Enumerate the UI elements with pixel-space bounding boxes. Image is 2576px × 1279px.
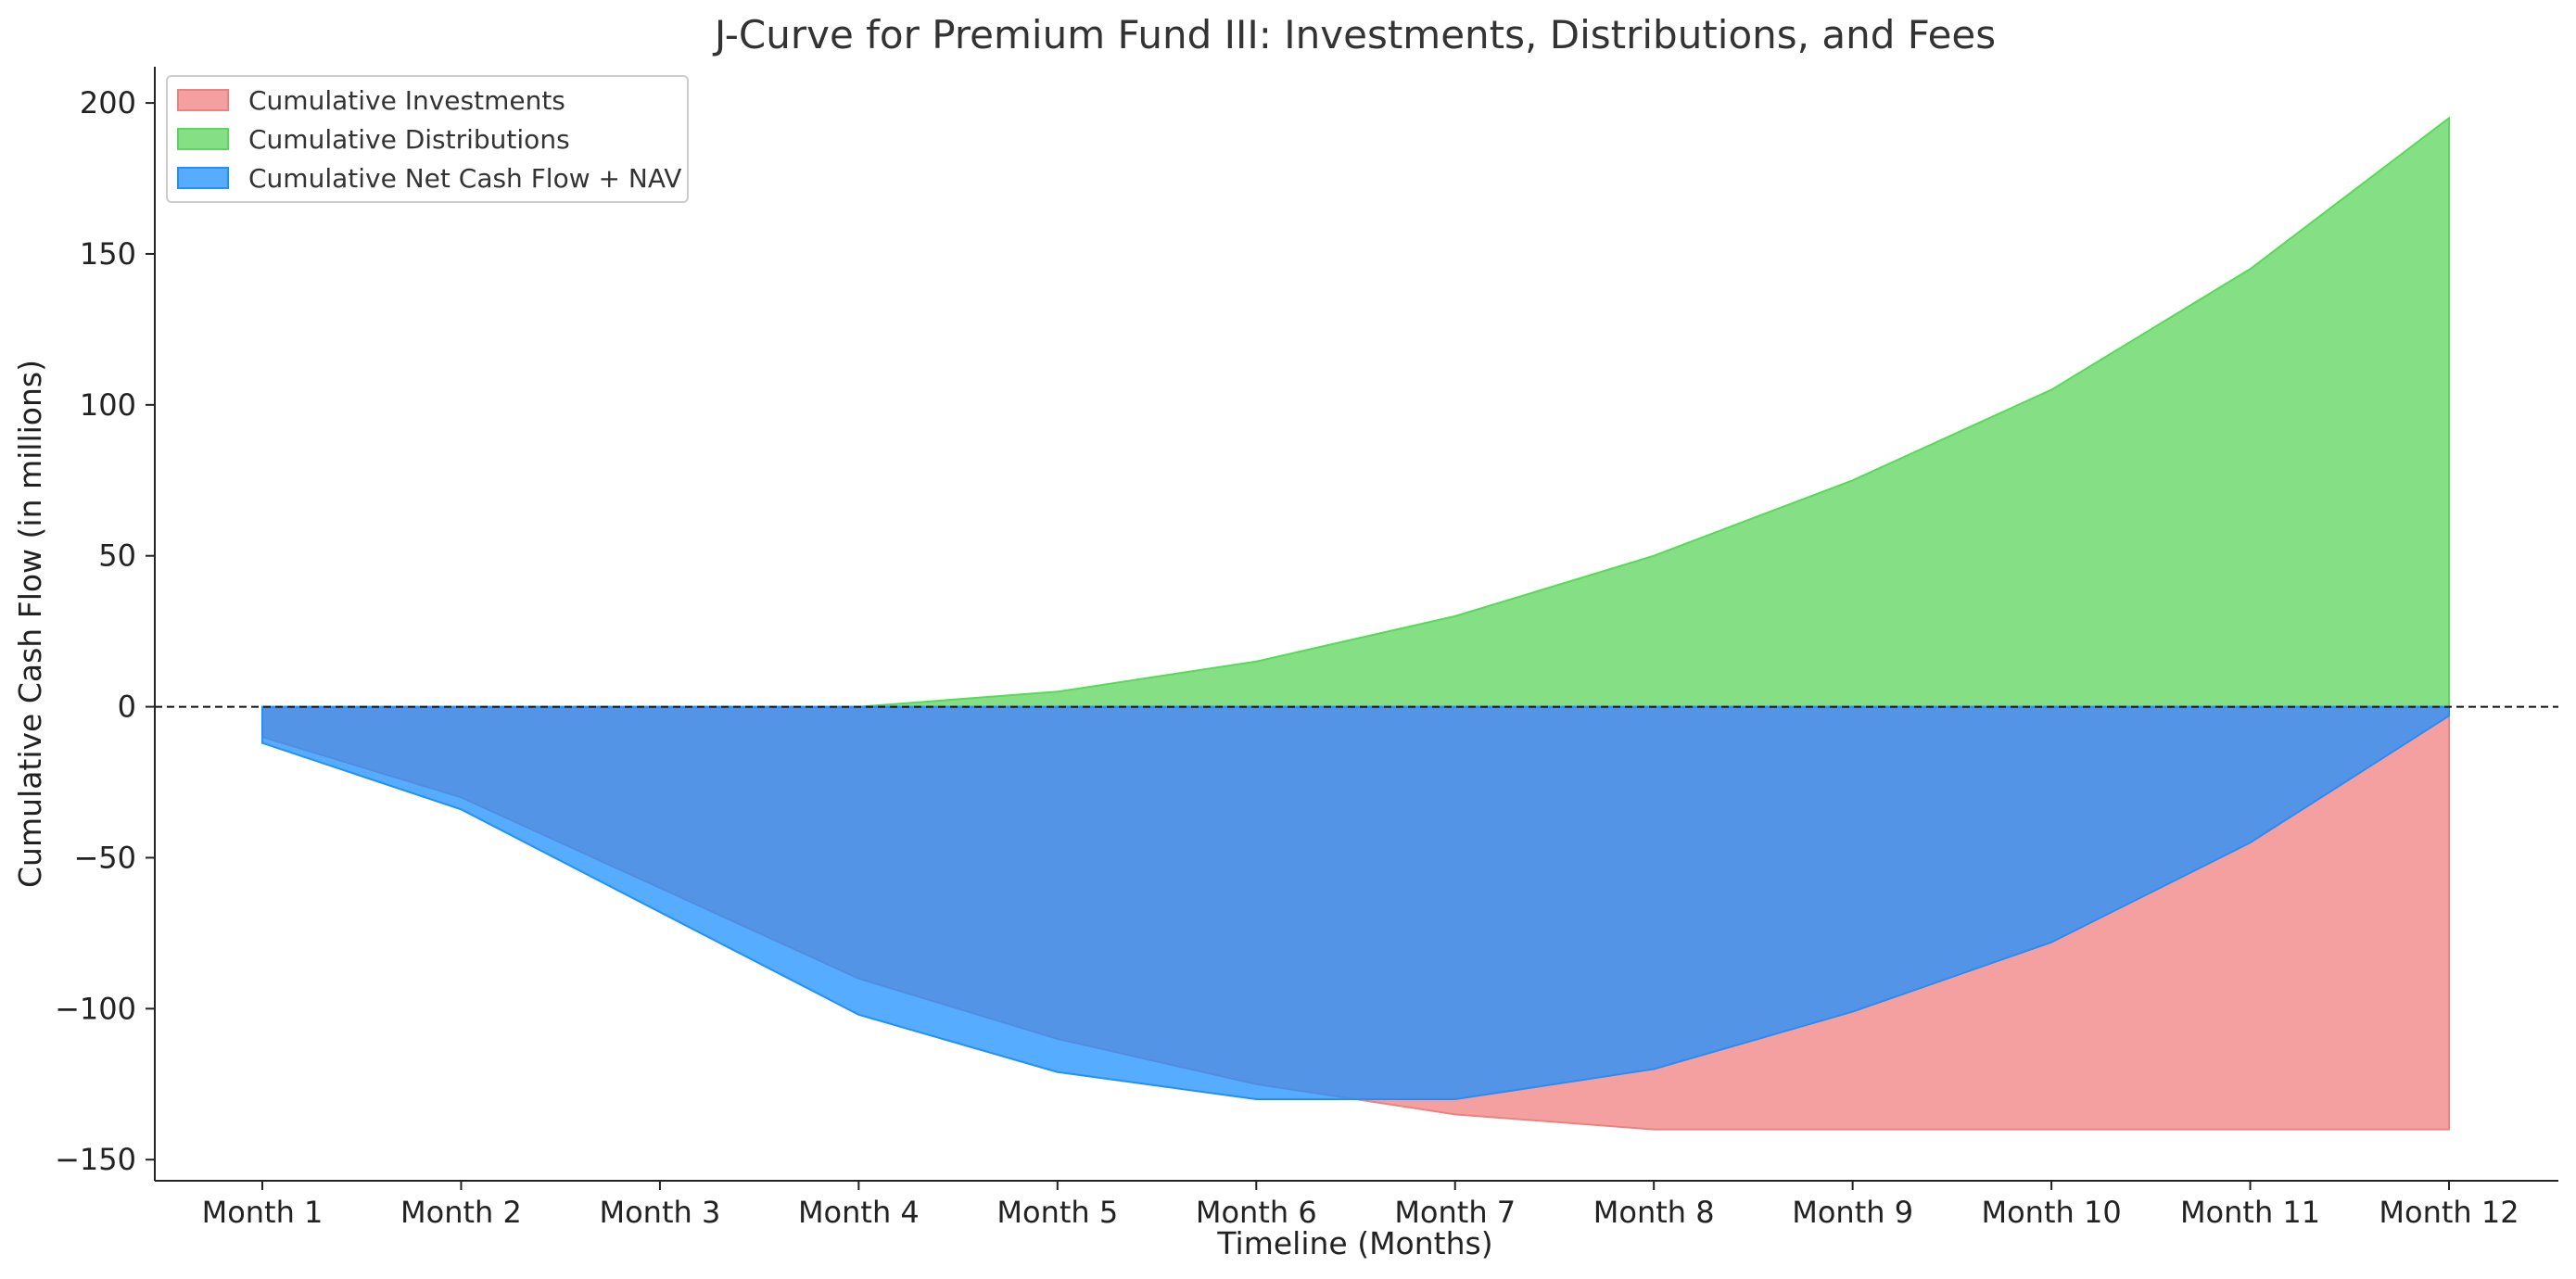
x-tick-label: Month 12	[2379, 1195, 2519, 1230]
y-tick-label: 200	[80, 85, 136, 120]
legend: Cumulative Investments Cumulative Distrib…	[166, 75, 689, 203]
y-tick-label: 100	[80, 387, 136, 423]
x-tick-label: Month 3	[599, 1195, 720, 1230]
y-axis-ticks: −150 −100 −50 0 50 100 150 200	[55, 85, 155, 1177]
legend-label: Cumulative Investments	[248, 85, 565, 116]
area-series-2	[262, 116, 2450, 708]
legend-frame	[166, 75, 689, 203]
chart-title: J-Curve for Premium Fund III: Investment…	[712, 12, 1996, 57]
legend-swatch	[177, 89, 229, 111]
x-axis-label: Timeline (Months)	[1216, 1225, 1492, 1261]
y-tick-label: 0	[118, 690, 136, 725]
x-tick-label: Month 8	[1593, 1195, 1715, 1230]
x-axis-ticks: Month 1 Month 2 Month 3 Month 4 Month 5 Month…	[202, 1181, 2519, 1230]
legend-label: Cumulative Net Cash Flow + NAV	[248, 163, 681, 194]
x-tick-label: Month 1	[202, 1195, 324, 1230]
x-tick-label: Month 2	[400, 1195, 522, 1230]
x-tick-label: Month 7	[1394, 1195, 1516, 1230]
x-tick-label: Month 11	[2180, 1195, 2320, 1230]
y-axis-label: Cumulative Cash Flow (in millions)	[12, 360, 48, 888]
legend-label: Cumulative Distributions	[248, 124, 570, 155]
x-tick-label: Month 5	[996, 1195, 1118, 1230]
y-tick-label: −150	[55, 1142, 136, 1177]
x-tick-label: Month 4	[798, 1195, 920, 1230]
legend-swatch	[177, 167, 229, 189]
area-series-group	[261, 116, 2450, 1131]
y-tick-label: −50	[73, 840, 136, 875]
x-tick-label: Month 9	[1792, 1195, 1913, 1230]
y-tick-label: −100	[55, 991, 136, 1026]
legend-swatch	[177, 128, 229, 150]
y-tick-label: 50	[98, 538, 136, 574]
area-series-3	[261, 705, 2450, 1101]
y-tick-label: 150	[80, 236, 136, 272]
x-tick-label: Month 10	[1981, 1195, 2121, 1230]
x-tick-label: Month 6	[1196, 1195, 1317, 1230]
